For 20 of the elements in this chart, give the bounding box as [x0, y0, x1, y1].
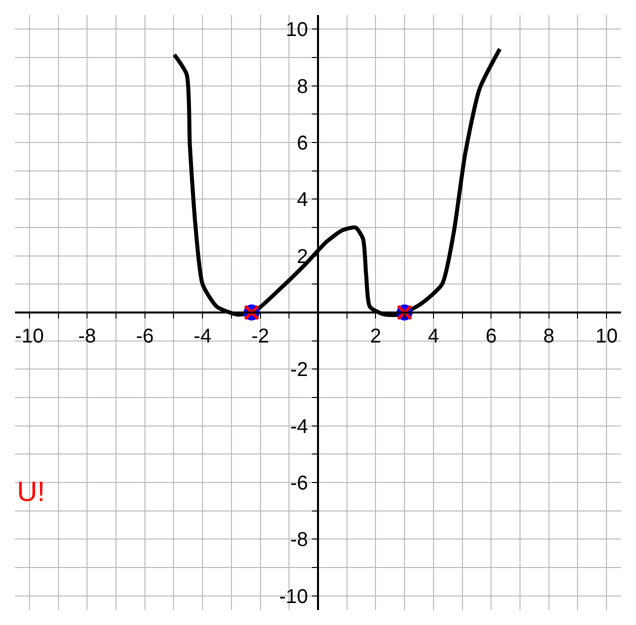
x-tick-label: 8	[543, 326, 554, 348]
x-tick-label: -8	[78, 326, 96, 348]
y-tick-label: -4	[290, 416, 308, 438]
x-tick-label: 10	[595, 326, 618, 348]
x-tick-label: -6	[136, 326, 154, 348]
x-tick-label: -10	[14, 326, 44, 348]
x-tick-label: -4	[194, 326, 212, 348]
y-tick-label: -6	[290, 472, 308, 494]
y-tick-label: 10	[286, 19, 308, 42]
x-tick-label: 2	[370, 326, 382, 348]
y-tick-label: -8	[290, 529, 308, 552]
y-tick-label: -2	[290, 359, 308, 382]
y-tick-label: 8	[296, 76, 308, 98]
x-tick-label: 6	[486, 326, 497, 348]
annotation: U!	[17, 476, 45, 507]
x-tick-label: -2	[251, 326, 270, 348]
y-tick-label: -10	[279, 586, 308, 608]
y-tick-label: 4	[296, 189, 308, 212]
y-tick-label: 6	[296, 132, 308, 154]
x-tick-label: 4	[428, 326, 439, 348]
